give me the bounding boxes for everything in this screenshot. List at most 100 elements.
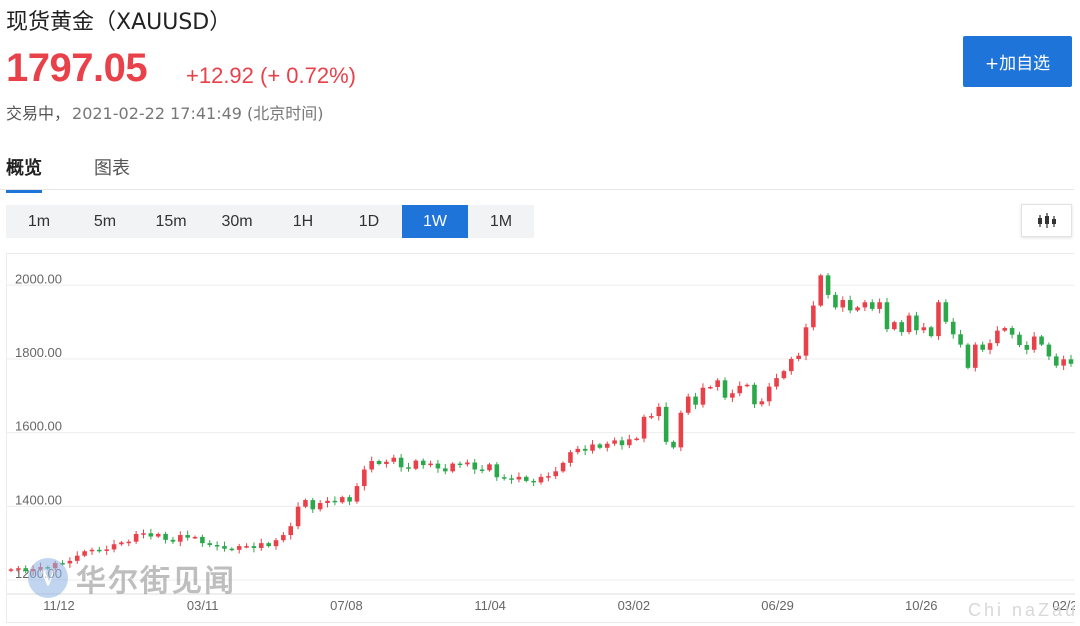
chart-type-button[interactable] [1021,204,1072,237]
candle-body [759,401,765,405]
candle-body [825,275,831,295]
candle-body [958,334,963,345]
candle-body [376,461,382,464]
watermark-credit: Chi naZau [968,600,1079,620]
candle-body [178,535,183,542]
candle-body [921,327,927,331]
period-15m[interactable]: 15m [155,212,187,230]
candle-body [251,546,257,548]
price-chart[interactable]: 2000.001800.001600.001400.001200.0011/12… [6,253,1075,623]
candle-body [671,441,676,448]
candle-body [774,378,779,387]
candle-body [1031,336,1037,350]
candle-body [803,327,809,356]
candle-body [465,462,470,465]
candle-body [119,542,124,545]
candlestick-chart: 2000.001800.001600.001400.001200.0011/12… [7,271,1075,613]
candle-body [980,344,985,350]
candle-body [700,387,706,405]
watermark-text: 华尔街见闻 [76,564,236,599]
period-30m[interactable]: 30m [221,212,253,230]
candle-body [310,500,316,510]
candle-body [899,322,904,333]
candle-body [200,536,205,544]
x-tick-label: 11/12 [43,598,75,613]
candle-body [133,533,139,542]
candle-body [752,384,757,405]
candle-body [546,476,551,478]
candle-body [229,548,235,551]
candle-body [575,448,581,453]
timestamp: 2021-02-22 17:41:49 (北京时间) [72,104,324,123]
candle-body [987,343,993,350]
candle-body [67,560,73,564]
candle-body [214,545,220,547]
y-tick-label: 1800.00 [15,345,62,360]
candle-body [892,322,897,330]
tab-chart[interactable]: 图表 [94,158,130,179]
candle-body [766,386,772,402]
period-1m[interactable]: 1m [27,212,51,230]
period-1w[interactable]: 1W [402,205,468,238]
candle-body [943,302,949,322]
add-to-watchlist-button[interactable]: +加自选 [963,36,1072,87]
candle-body [443,468,448,472]
candle-body [244,546,249,548]
tab-bar: 概览 图表 [0,150,1074,193]
candle-body [170,539,176,542]
period-1d[interactable]: 1D [358,212,380,230]
candle-body [192,536,198,539]
candle-body [450,463,455,472]
candle-body [788,358,794,372]
candle-body [347,497,352,502]
candle-body [1061,359,1066,366]
candle-body [811,305,816,328]
candle-body [97,549,102,552]
candle-body [509,478,514,480]
candle-body [685,396,691,413]
candle-body [693,396,698,405]
candlestick-icon [1037,212,1056,228]
candle-body [656,406,662,417]
y-tick-label: 1400.00 [15,492,62,507]
candle-body [148,533,154,537]
candle-body [406,467,411,469]
candle-body [501,477,507,479]
candle-body [479,469,485,471]
candle-body [1053,356,1059,366]
y-tick-label: 1600.00 [15,419,62,434]
trading-status: 交易中， 2021-02-22 17:41:49 (北京时间) [6,100,324,124]
candle-body [869,302,875,309]
candle-body [325,500,330,504]
candle-body [369,461,374,470]
tab-overview[interactable]: 概览 [6,154,42,193]
candle-body [582,448,588,451]
candle-body [1039,336,1044,345]
candle-body [708,386,713,389]
candle-body [303,500,308,507]
candle-body [715,380,720,387]
candle-body [339,497,345,503]
period-5m[interactable]: 5m [93,212,117,230]
candle-body [428,463,433,466]
candle-body [840,300,846,308]
candle-body [538,476,544,483]
period-1h[interactable]: 1H [292,212,314,230]
candle-body [995,330,1000,344]
candle-body [604,443,610,448]
candle-body [862,302,868,308]
candle-body [288,526,294,536]
candle-body [163,533,168,540]
candle-body [744,384,750,387]
candle-body [111,544,117,550]
candle-body [590,444,595,451]
candle-body [207,543,213,546]
candle-body [1017,334,1022,345]
period-1mo[interactable]: 1M [489,212,513,230]
candle-body [523,476,529,481]
x-tick-label: 06/29 [761,598,794,613]
candle-body [8,569,14,571]
page-title: 现货黄金（XAUUSD） [6,10,232,35]
candle-body [362,469,367,487]
candle-body [612,440,617,444]
